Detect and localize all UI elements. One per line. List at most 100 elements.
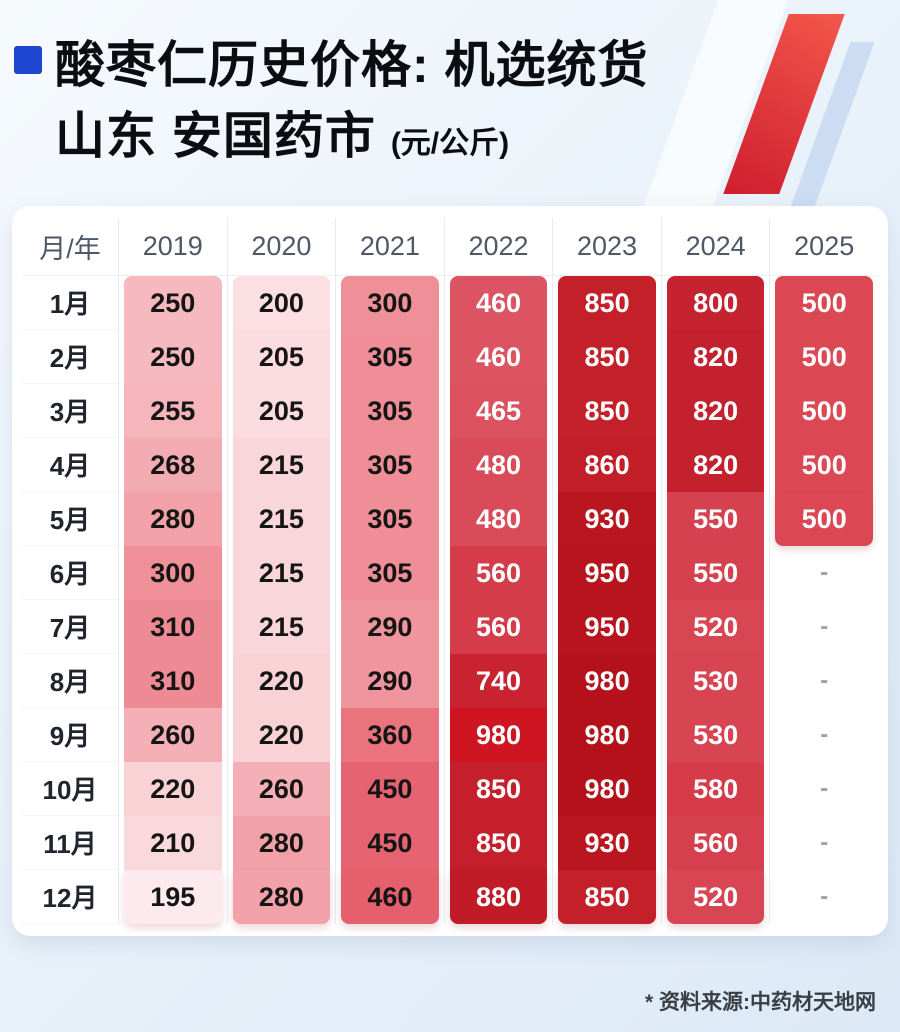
price-cell-2019-6: 300 (118, 546, 227, 600)
month-label-8: 8月 (22, 654, 118, 708)
price-value: 220 (232, 708, 331, 762)
price-value: 260 (232, 762, 331, 816)
page-title: 酸枣仁历史价格: 机选统货 山东 安国药市 (元/公斤) (55, 30, 649, 172)
price-cell-2023-11: 930 (552, 816, 661, 870)
price-value: 215 (232, 546, 331, 600)
price-cell-2020-8: 220 (226, 654, 336, 708)
month-label-9: 9月 (22, 708, 118, 762)
price-value: 980 (558, 762, 656, 816)
price-cell-2019-12: 195 (118, 870, 227, 924)
price-cell-2022-8: 740 (443, 654, 553, 708)
price-cell-2023-9: 980 (552, 708, 661, 762)
price-value: 450 (341, 816, 439, 870)
price-value: 500 (775, 438, 873, 492)
price-cell-2024-10: 580 (660, 762, 770, 816)
price-cell-2022-3: 465 (443, 384, 553, 438)
price-value: 560 (666, 816, 765, 870)
price-cell-2025-10: - (769, 762, 878, 816)
price-value: 260 (124, 708, 222, 762)
price-cell-2019-5: 280 (118, 492, 227, 546)
price-value: - (820, 613, 829, 640)
month-label-3: 3月 (22, 384, 118, 438)
year-header-2025: 2025 (769, 218, 878, 276)
price-value: 460 (341, 870, 439, 924)
year-header-2021: 2021 (335, 218, 444, 276)
price-cell-2021-1: 300 (335, 276, 444, 330)
price-value: 850 (558, 276, 656, 330)
price-cell-2021-12: 460 (335, 870, 444, 924)
price-value: 220 (124, 762, 222, 816)
price-value: 480 (449, 438, 548, 492)
price-cell-2025-8: - (769, 654, 878, 708)
price-value: 930 (558, 492, 656, 546)
price-value: 850 (449, 816, 548, 870)
price-cell-2022-9: 980 (443, 708, 553, 762)
price-cell-2020-2: 205 (226, 330, 336, 384)
price-cell-2025-2: 500 (769, 330, 878, 384)
title-accent-square (14, 46, 42, 74)
year-header-2019: 2019 (118, 218, 227, 276)
price-value: 500 (775, 276, 873, 330)
price-cell-2024-3: 820 (660, 384, 770, 438)
price-value: 268 (124, 438, 222, 492)
price-value: - (820, 829, 829, 856)
price-cell-2023-10: 980 (552, 762, 661, 816)
price-value: 255 (124, 384, 222, 438)
month-label-5: 5月 (22, 492, 118, 546)
price-value: 290 (341, 654, 439, 708)
month-label-7: 7月 (22, 600, 118, 654)
price-cell-2023-5: 930 (552, 492, 661, 546)
price-value: 550 (666, 492, 765, 546)
price-cell-2024-8: 530 (660, 654, 770, 708)
price-value: 215 (232, 438, 331, 492)
price-value: 980 (449, 708, 548, 762)
year-header-2020: 2020 (226, 218, 336, 276)
price-value: 280 (232, 816, 331, 870)
price-cell-2020-6: 215 (226, 546, 336, 600)
price-cell-2022-2: 460 (443, 330, 553, 384)
price-value: 460 (449, 276, 548, 330)
price-value: 305 (341, 546, 439, 600)
footer: * 资料来源:中药材天地网 (645, 986, 876, 1016)
price-value: 560 (449, 600, 548, 654)
price-value: 220 (232, 654, 331, 708)
price-value: 740 (449, 654, 548, 708)
price-value: 560 (449, 546, 548, 600)
price-value: 310 (124, 600, 222, 654)
page-title-line1: 酸枣仁历史价格: 机选统货 (55, 37, 649, 93)
price-value: 480 (449, 492, 548, 546)
price-cell-2025-12: - (769, 870, 878, 924)
price-value: 820 (666, 330, 765, 384)
price-value: 520 (666, 870, 765, 924)
price-value: - (820, 721, 829, 748)
price-value: 465 (449, 384, 548, 438)
price-value: 850 (558, 330, 656, 384)
price-cell-2020-9: 220 (226, 708, 336, 762)
year-header-2023: 2023 (552, 218, 661, 276)
month-label-12: 12月 (22, 870, 118, 924)
price-cell-2024-4: 820 (660, 438, 770, 492)
price-value: 205 (232, 384, 331, 438)
price-value: 930 (558, 816, 656, 870)
price-cell-2023-3: 850 (552, 384, 661, 438)
price-cell-2021-3: 305 (335, 384, 444, 438)
price-cell-2022-4: 480 (443, 438, 553, 492)
price-value: 250 (124, 276, 222, 330)
price-cell-2022-12: 880 (443, 870, 553, 924)
price-value: 520 (666, 600, 765, 654)
price-value: 850 (558, 870, 656, 924)
price-value: 530 (666, 708, 765, 762)
price-value: 250 (124, 330, 222, 384)
price-value: 880 (449, 870, 548, 924)
price-cell-2025-5: 500 (769, 492, 878, 546)
price-table-card: 月/年 2019 2020 2021 2022 2023 2024 2025 1月 250 200 3… (12, 206, 888, 936)
month-label-4: 4月 (22, 438, 118, 492)
price-cell-2024-12: 520 (660, 870, 770, 924)
price-cell-2022-10: 850 (443, 762, 553, 816)
price-cell-2021-2: 305 (335, 330, 444, 384)
price-cell-2021-4: 305 (335, 438, 444, 492)
price-cell-2019-3: 255 (118, 384, 227, 438)
price-value: 950 (558, 600, 656, 654)
price-cell-2020-1: 200 (226, 276, 336, 330)
page-title-line2: 山东 安国药市 (元/公斤) (55, 101, 649, 172)
